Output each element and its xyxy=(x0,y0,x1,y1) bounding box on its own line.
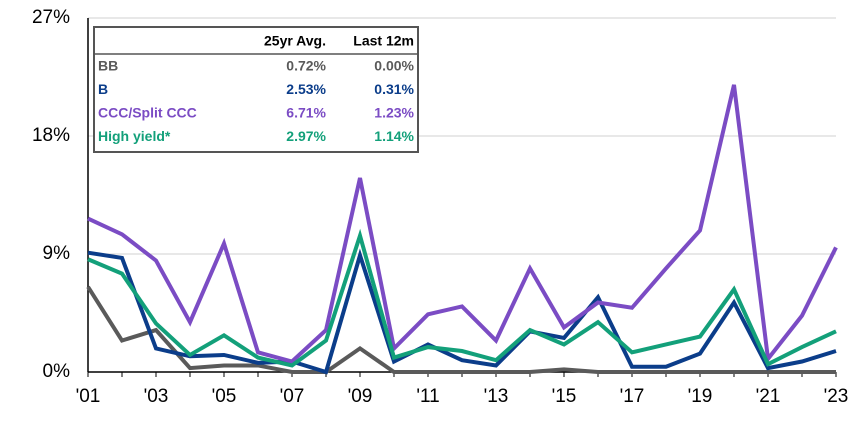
y-tick-label: 0% xyxy=(43,361,71,382)
x-tick-label: '03 xyxy=(144,386,169,407)
x-tick-label: '11 xyxy=(416,386,439,407)
x-tick-label: '09 xyxy=(348,386,373,407)
legend-name: High yield* xyxy=(98,128,171,144)
table-cell: 0.31% xyxy=(374,81,414,97)
x-tick-label: '13 xyxy=(484,386,509,407)
table-cell: 6.71% xyxy=(286,105,326,121)
series-line xyxy=(87,84,838,364)
series-line xyxy=(87,248,837,375)
legend-name: BB xyxy=(98,58,118,74)
x-tick-label: '21 xyxy=(756,386,781,407)
table-cell: 0.00% xyxy=(374,58,414,74)
table-cell: 1.23% xyxy=(374,105,414,121)
y-tick-label: 9% xyxy=(43,243,71,264)
series-line xyxy=(86,285,836,374)
x-tick-label: '15 xyxy=(552,386,577,407)
table-header: 25yr Avg. xyxy=(264,33,326,49)
table-cell: 0.72% xyxy=(286,58,326,74)
x-tick-label: '07 xyxy=(280,386,305,407)
legend-table xyxy=(93,26,419,153)
x-tick-label: '23 xyxy=(824,386,849,407)
x-tick-label: '05 xyxy=(212,386,237,407)
table-header: Last 12m xyxy=(353,33,414,49)
x-tick-label: '19 xyxy=(688,386,713,407)
y-tick-label: 27% xyxy=(32,7,70,28)
x-tick-label: '17 xyxy=(620,386,645,407)
legend-name: B xyxy=(98,81,108,97)
series-line xyxy=(87,228,837,368)
table-cell: 1.14% xyxy=(374,128,414,144)
legend-name: CCC/Split CCC xyxy=(98,105,197,121)
table-cell: 2.97% xyxy=(286,128,326,144)
y-tick-label: 18% xyxy=(32,125,70,146)
x-tick-label: '01 xyxy=(76,386,101,407)
table-cell: 2.53% xyxy=(286,81,326,97)
